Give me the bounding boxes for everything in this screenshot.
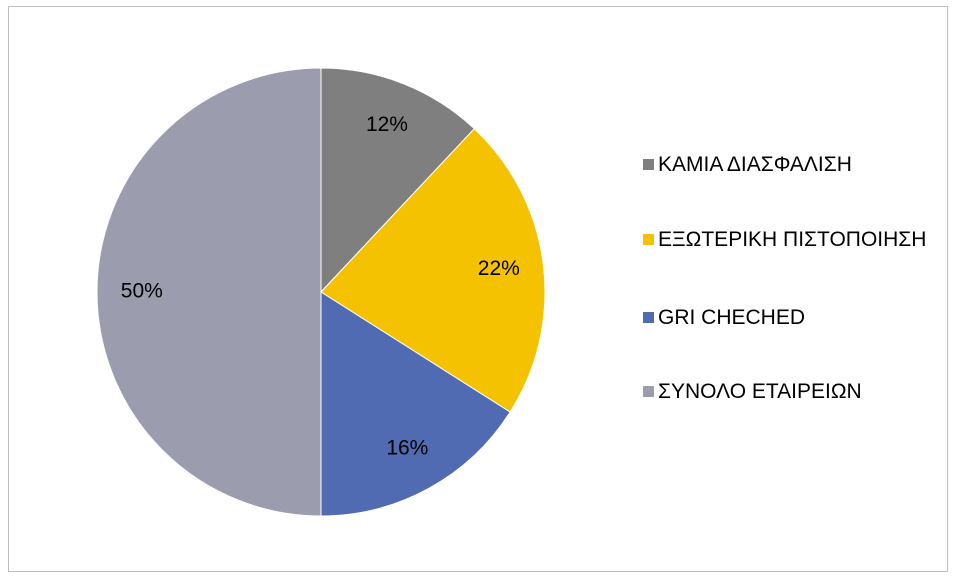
legend-swatch xyxy=(643,234,654,245)
legend-item: ΕΞΩΤΕΡΙΚΗ ΠΙΣΤΟΠΟΙΗΣΗ xyxy=(643,225,933,255)
chart-frame xyxy=(8,6,948,572)
data-label: 22% xyxy=(478,257,520,280)
legend-label: GRI CHECHED xyxy=(658,306,806,329)
legend-item: ΣΥΝΟΛΟ ΕΤΑΙΡΕΙΩΝ xyxy=(643,377,933,407)
pie-slice xyxy=(320,128,546,413)
legend-swatch xyxy=(643,312,654,323)
legend-label: ΣΥΝΟΛΟ ΕΤΑΙΡΕΙΩΝ xyxy=(658,380,862,403)
pie-slice xyxy=(96,67,322,517)
data-label: 16% xyxy=(386,437,428,460)
data-label: 50% xyxy=(121,280,163,303)
legend-label: ΕΞΩΤΕΡΙΚΗ ΠΙΣΤΟΠΟΙΗΣΗ xyxy=(658,228,927,251)
pie-slice xyxy=(320,67,476,294)
legend-item: ΚΑΜΙΑ ΔΙΑΣΦΑΛΙΣΗ xyxy=(643,150,933,180)
legend-swatch xyxy=(643,159,654,170)
pie-slice xyxy=(320,291,511,517)
legend-swatch xyxy=(643,386,654,397)
legend-item: GRI CHECHED xyxy=(643,303,933,333)
data-label: 12% xyxy=(366,113,408,136)
legend-label: ΚΑΜΙΑ ΔΙΑΣΦΑΛΙΣΗ xyxy=(658,153,852,176)
